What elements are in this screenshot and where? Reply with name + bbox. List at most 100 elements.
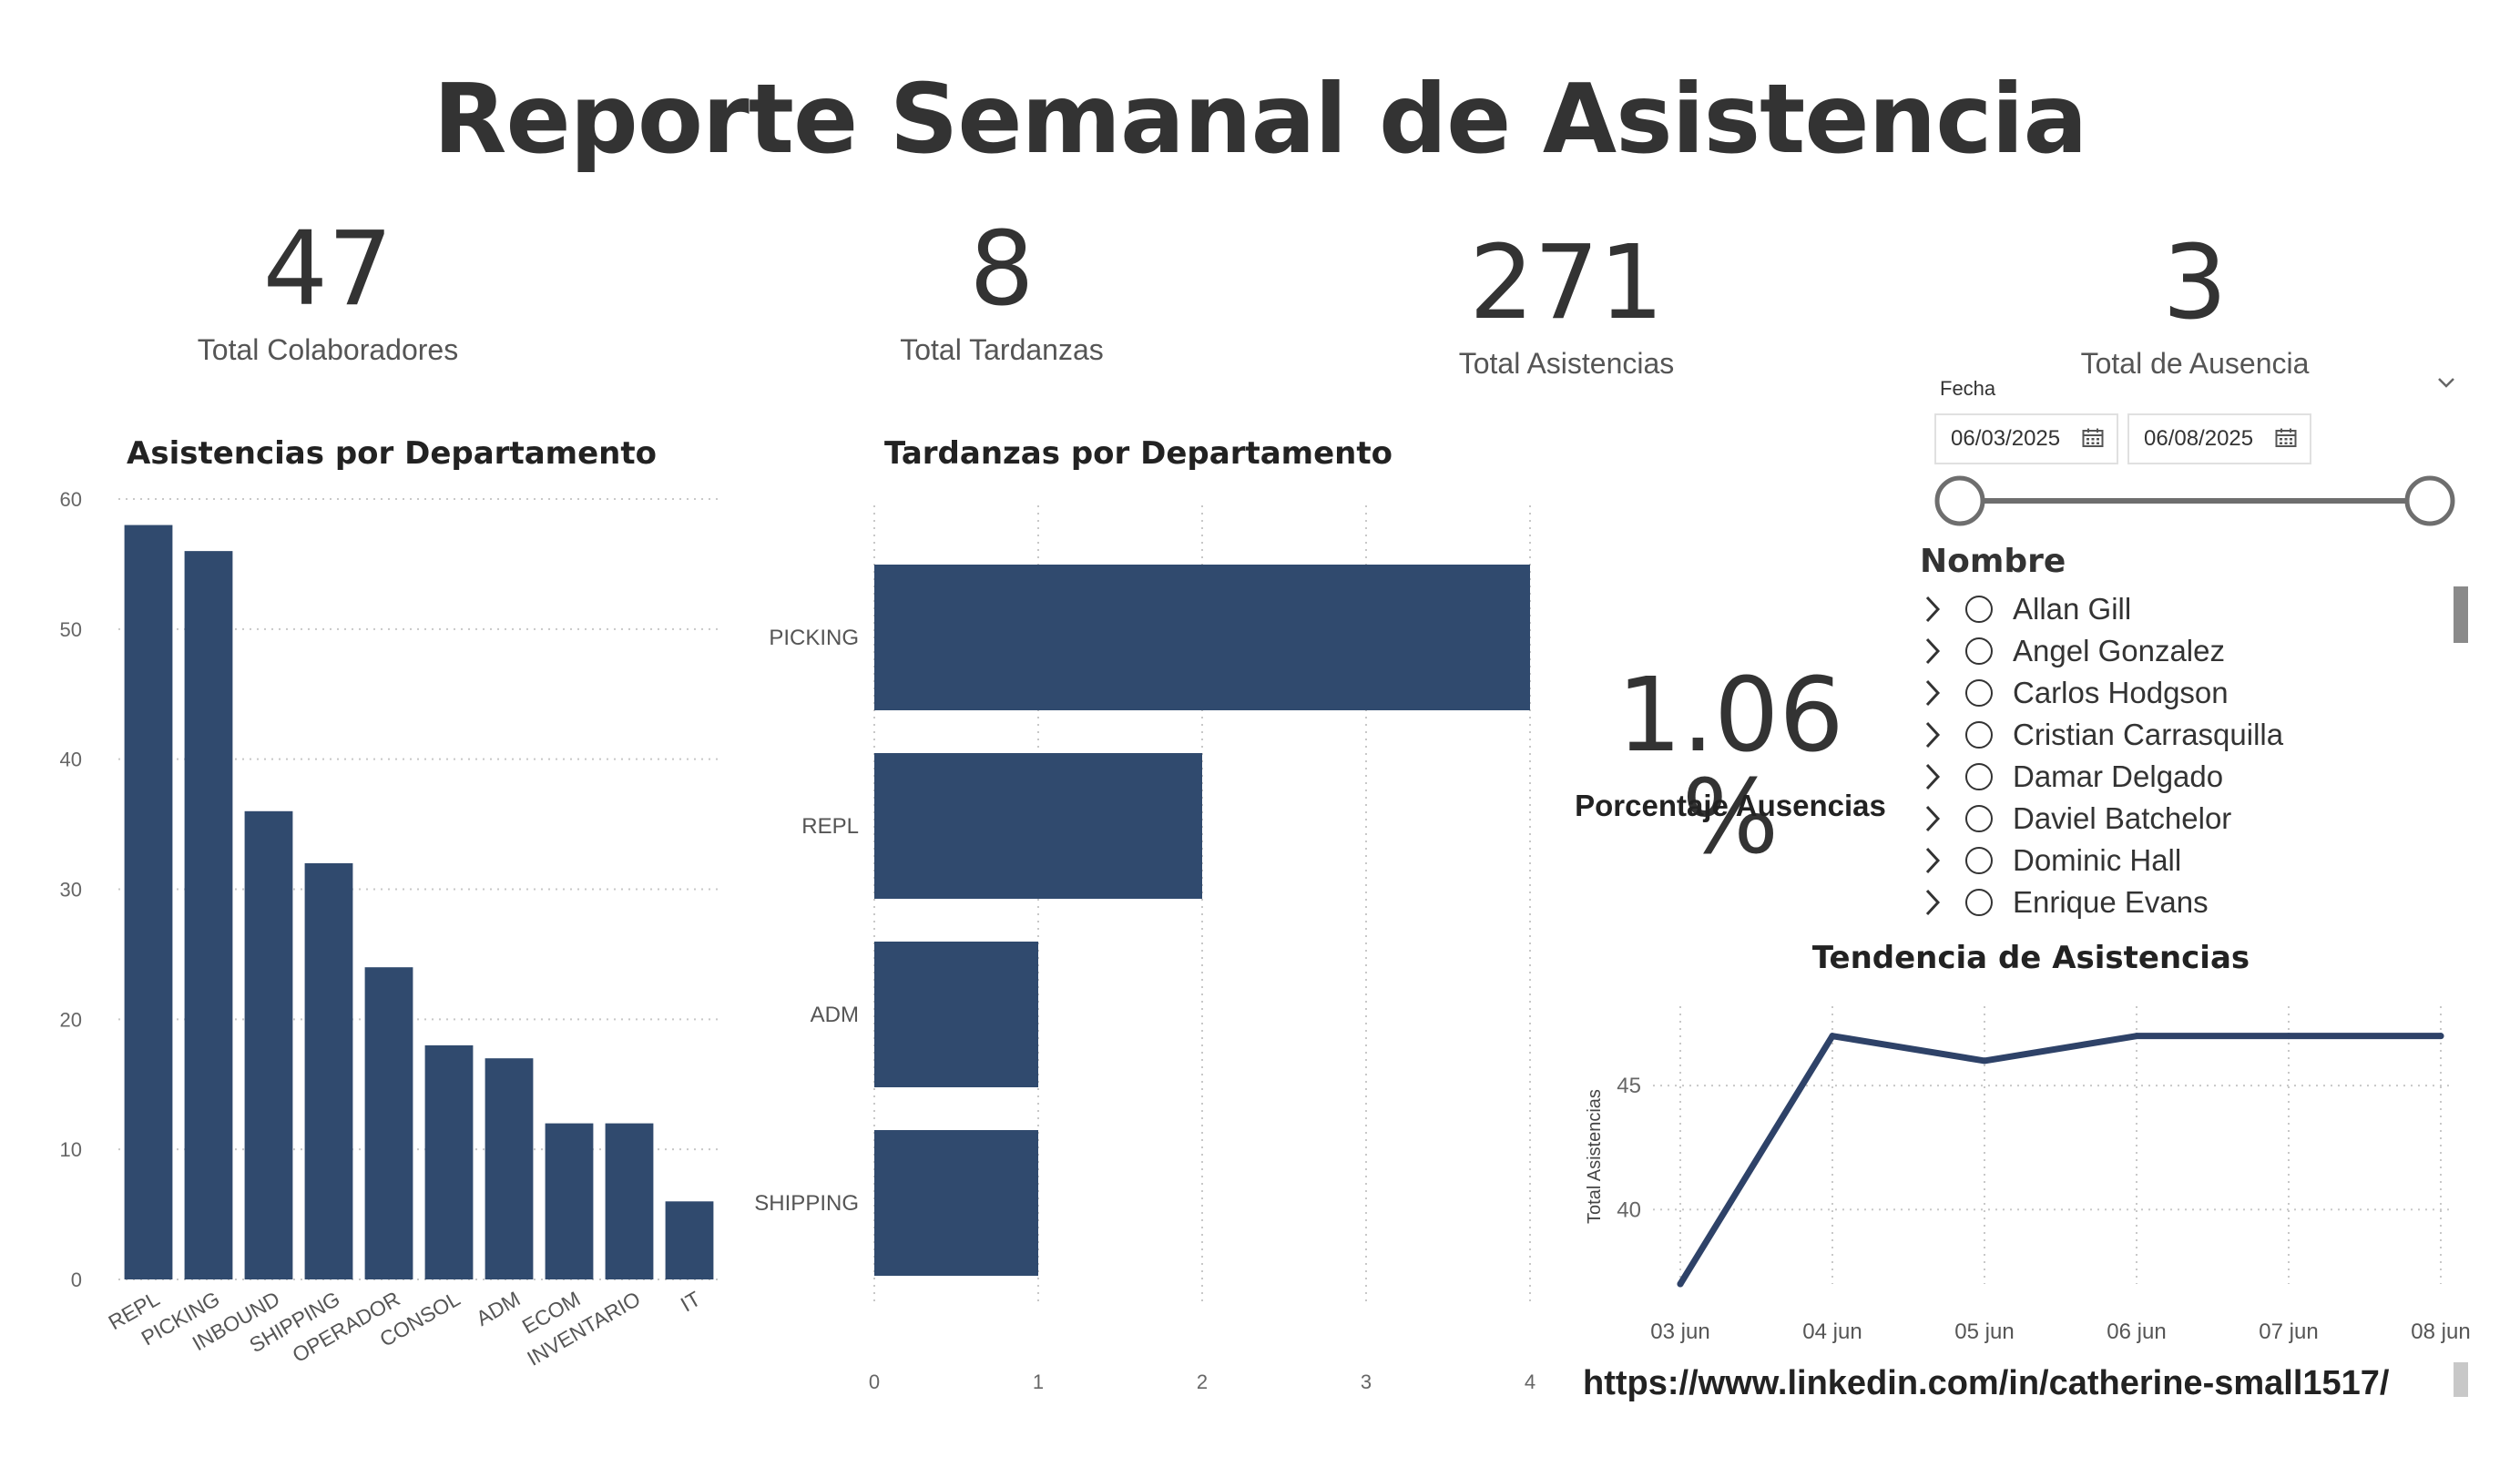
- data-point: [2285, 1033, 2292, 1040]
- kpi-value: 8: [969, 210, 1035, 329]
- y-tick-label: REPL: [801, 814, 859, 839]
- x-tick-label: 05 jun: [1954, 1319, 2014, 1344]
- date-start-input[interactable]: 06/03/2025: [1934, 413, 2118, 464]
- radio-icon[interactable]: [1965, 889, 1993, 916]
- bar: [244, 810, 293, 1279]
- radio-icon[interactable]: [1965, 847, 1993, 874]
- y-tick-label: 50: [60, 618, 82, 641]
- series-line: [1677, 1033, 2444, 1288]
- x-tick-label: 04 jun: [1802, 1319, 1862, 1344]
- y-tick-label: 10: [60, 1138, 82, 1161]
- y-tick-label: SHIPPING: [754, 1191, 859, 1216]
- chart-title-tendencia: Tendencia de Asistencias: [1811, 940, 2250, 976]
- chart-tendencia-de-asistencias: 40 45 03 jun 04 jun 05 jun 06 jun 07 jun 08 jun…: [1585, 1006, 2471, 1344]
- bar: [364, 967, 413, 1279]
- x-tick-label: 08 jun: [2411, 1319, 2470, 1344]
- bar: [485, 1058, 534, 1279]
- date-range-slider[interactable]: [1931, 470, 2459, 532]
- slider-handle-start[interactable]: [1934, 475, 1985, 526]
- y-tick-label: 20: [60, 1008, 82, 1031]
- bar: [874, 565, 1530, 710]
- y-tick-label: 40: [1617, 1197, 1641, 1222]
- list-item-label: Daviel Batchelor: [2013, 801, 2232, 835]
- radio-icon[interactable]: [1965, 805, 1993, 832]
- bar: [605, 1123, 654, 1279]
- x-tick-label: 0: [869, 1370, 880, 1393]
- kpi-value: 271: [1469, 224, 1664, 342]
- chevron-right-icon[interactable]: [1920, 719, 1945, 750]
- chevron-right-icon[interactable]: [1920, 636, 1945, 667]
- kpi-total-tardanzas: 8 Total Tardanzas: [820, 219, 1184, 367]
- chart-tardanzas-por-departamento: 0 1 2 3 4 PICKING REPL ADM SHIPPING: [754, 505, 1535, 1393]
- bar: [874, 942, 1038, 1087]
- chart-title-asistencias: Asistencias por Departamento: [127, 435, 657, 472]
- chevron-right-icon[interactable]: [1920, 594, 1945, 625]
- chevron-right-icon[interactable]: [1920, 761, 1945, 792]
- kpi-label: Total de Ausencia: [2080, 347, 2310, 380]
- kpi-value: 47: [262, 210, 393, 329]
- y-tick-label: ADM: [811, 1003, 859, 1027]
- chevron-right-icon[interactable]: [1920, 678, 1945, 708]
- slicer-fecha-label: Fecha: [1940, 377, 1996, 400]
- scrollbar-thumb[interactable]: [2454, 586, 2468, 643]
- x-tick-label: ADM: [472, 1287, 524, 1330]
- x-tick-label: 3: [1361, 1370, 1372, 1393]
- calendar-icon[interactable]: [2275, 428, 2297, 448]
- y-tick-label: PICKING: [769, 626, 859, 650]
- data-point: [2437, 1033, 2444, 1040]
- kpi-label: Total Tardanzas: [900, 333, 1104, 366]
- data-point: [1829, 1033, 1836, 1040]
- chevron-down-icon[interactable]: [2435, 373, 2457, 392]
- kpi-total-asistencias: 271 Total Asistencias: [1384, 232, 1749, 381]
- slider-handle-end[interactable]: [2404, 475, 2455, 526]
- data-point: [2133, 1033, 2140, 1040]
- scrollbar-thumb-bottom[interactable]: [2454, 1362, 2468, 1397]
- y-tick-label: 60: [60, 488, 82, 511]
- kpi-value: 3: [2162, 224, 2228, 342]
- x-tick-label: 1: [1033, 1370, 1044, 1393]
- chart-title-tardanzas: Tardanzas por Departamento: [884, 435, 1393, 472]
- x-tick-label: IT: [677, 1287, 705, 1317]
- y-tick-label: 40: [60, 749, 82, 771]
- radio-icon[interactable]: [1965, 679, 1993, 707]
- x-tick-label: 06 jun: [2107, 1319, 2166, 1344]
- x-tick-label: 4: [1525, 1370, 1535, 1393]
- x-tick-label: 07 jun: [2259, 1319, 2318, 1344]
- x-tick-label: 03 jun: [1650, 1319, 1709, 1344]
- porcentaje-ausencias-label: Porcentaje Ausencias: [1575, 789, 1886, 822]
- list-item-label: Carlos Hodgson: [2013, 676, 2229, 709]
- radio-icon[interactable]: [1965, 596, 1993, 623]
- bar: [874, 1130, 1038, 1276]
- kpi-total-ausencia: 3 Total de Ausencia: [2004, 232, 2386, 381]
- chevron-right-icon[interactable]: [1920, 803, 1945, 834]
- bar: [304, 862, 353, 1279]
- list-item-label: Dominic Hall: [2013, 843, 2182, 877]
- list-item-label: Allan Gill: [2013, 592, 2132, 626]
- radio-icon[interactable]: [1965, 763, 1993, 790]
- bar: [545, 1123, 594, 1279]
- data-point: [1981, 1057, 1988, 1065]
- porcentaje-ausencias-value: 1.06 %: [1617, 657, 1844, 877]
- y-tick-label: 30: [60, 879, 82, 902]
- linkedin-link[interactable]: https://www.linkedin.com/in/catherine-sm…: [1583, 1364, 2390, 1402]
- data-point: [1677, 1280, 1684, 1288]
- kpi-label: Total Colaboradores: [197, 333, 459, 366]
- chevron-right-icon[interactable]: [1920, 887, 1945, 918]
- date-end-value: 06/08/2025: [2144, 426, 2254, 451]
- bar: [874, 753, 1202, 899]
- list-item-label: Cristian Carrasquilla: [2013, 718, 2284, 751]
- date-end-input[interactable]: 06/08/2025: [2127, 413, 2311, 464]
- bar: [184, 551, 233, 1279]
- date-start-value: 06/03/2025: [1951, 426, 2061, 451]
- calendar-icon[interactable]: [2082, 428, 2104, 448]
- x-tick-label: 2: [1197, 1370, 1208, 1393]
- chart-asistencias-por-departamento: 0102030405060REPLPICKINGINBOUNDSHIPPINGO…: [60, 488, 719, 1370]
- list-item-label: Damar Delgado: [2013, 759, 2224, 793]
- y-tick-label: 45: [1617, 1074, 1641, 1098]
- chevron-right-icon[interactable]: [1920, 845, 1945, 876]
- list-item-label: Angel Gonzalez: [2013, 634, 2225, 667]
- nombre-slicer-title: Nombre: [1920, 543, 2066, 580]
- radio-icon[interactable]: [1965, 721, 1993, 749]
- radio-icon[interactable]: [1965, 637, 1993, 665]
- bar: [124, 525, 173, 1279]
